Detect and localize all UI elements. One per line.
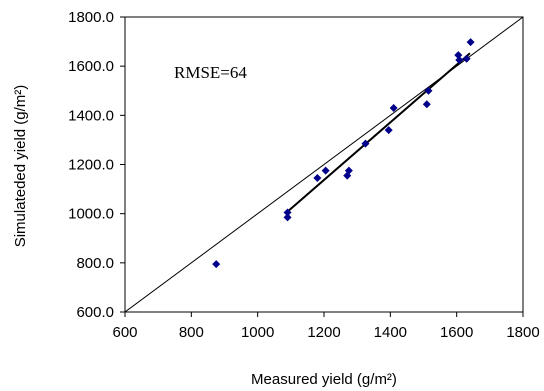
lines-group bbox=[124, 16, 524, 313]
data-point bbox=[321, 166, 330, 175]
y-axis-title: Simulateded yield (g/m²) bbox=[12, 85, 29, 248]
tick-labels: 600 800 1000 1200 1400 1600 1800 600.0 800.0 1000… bbox=[68, 9, 540, 341]
data-point bbox=[455, 56, 464, 65]
x-tick-label: 600 bbox=[112, 324, 137, 341]
x-tick-label: 800 bbox=[179, 324, 204, 341]
y-tick-label: 1600.0 bbox=[68, 58, 114, 75]
x-axis-title: Measured yield (g/m²) bbox=[251, 371, 397, 388]
data-point bbox=[389, 103, 398, 112]
data-point bbox=[283, 213, 292, 222]
data-point bbox=[313, 174, 322, 183]
y-tick-label: 800.0 bbox=[76, 255, 114, 272]
y-tick-label: 1800.0 bbox=[68, 9, 114, 26]
y-tick-label: 600.0 bbox=[76, 304, 114, 321]
data-point bbox=[384, 126, 393, 135]
x-tick-label: 1600 bbox=[440, 324, 473, 341]
data-point bbox=[344, 166, 353, 175]
axes-group bbox=[120, 16, 524, 317]
points-group bbox=[212, 38, 475, 269]
one-to-one-line bbox=[124, 16, 524, 313]
data-point bbox=[422, 100, 431, 109]
x-tick-label: 1800 bbox=[506, 324, 539, 341]
trend-line bbox=[286, 52, 471, 213]
y-tick-label: 1000.0 bbox=[68, 206, 114, 223]
y-tick-label: 1400.0 bbox=[68, 107, 114, 124]
data-point bbox=[462, 54, 471, 63]
data-point bbox=[466, 38, 475, 47]
x-tick-label: 1000 bbox=[241, 324, 274, 341]
y-tick-label: 1200.0 bbox=[68, 157, 114, 174]
x-tick-label: 1400 bbox=[374, 324, 407, 341]
rmse-annotation: RMSE=64 bbox=[174, 63, 247, 82]
data-point bbox=[212, 260, 221, 269]
data-point bbox=[361, 139, 370, 148]
data-point bbox=[283, 208, 292, 217]
x-tick-label: 1200 bbox=[307, 324, 340, 341]
data-point bbox=[424, 86, 433, 95]
